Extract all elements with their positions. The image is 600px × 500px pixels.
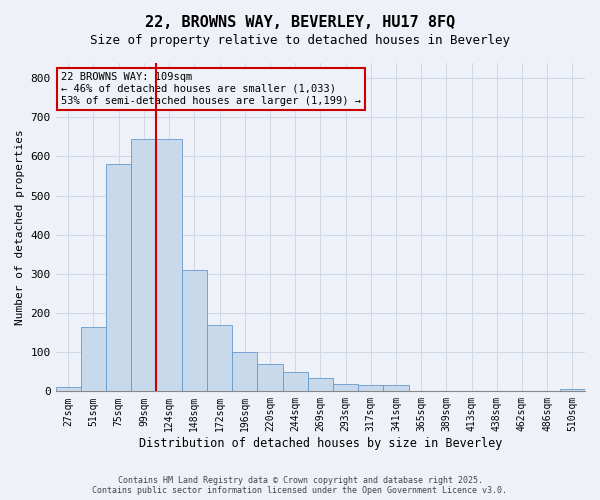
Bar (308, 378, 333, 392)
Text: 22, BROWNS WAY, BEVERLEY, HU17 8FQ: 22, BROWNS WAY, BEVERLEY, HU17 8FQ (145, 15, 455, 30)
Text: Contains HM Land Registry data © Crown copyright and database right 2025.
Contai: Contains HM Land Registry data © Crown c… (92, 476, 508, 495)
Y-axis label: Number of detached properties: Number of detached properties (15, 129, 25, 325)
Bar (207, 325, 232, 392)
Bar (106, 164, 131, 392)
Bar (232, 352, 257, 392)
Bar (81, 326, 106, 392)
Bar (560, 390, 585, 392)
Bar (257, 364, 283, 392)
Bar (56, 388, 81, 392)
Bar (182, 270, 207, 392)
Bar (333, 384, 358, 392)
X-axis label: Distribution of detached houses by size in Beverley: Distribution of detached houses by size … (139, 437, 502, 450)
Text: Size of property relative to detached houses in Beverley: Size of property relative to detached ho… (90, 34, 510, 47)
Bar (283, 372, 308, 392)
Bar (383, 386, 409, 392)
Bar (157, 139, 182, 392)
Bar (131, 139, 157, 392)
Bar (358, 386, 383, 392)
Text: 22 BROWNS WAY: 109sqm
← 46% of detached houses are smaller (1,033)
53% of semi-d: 22 BROWNS WAY: 109sqm ← 46% of detached … (61, 72, 361, 106)
